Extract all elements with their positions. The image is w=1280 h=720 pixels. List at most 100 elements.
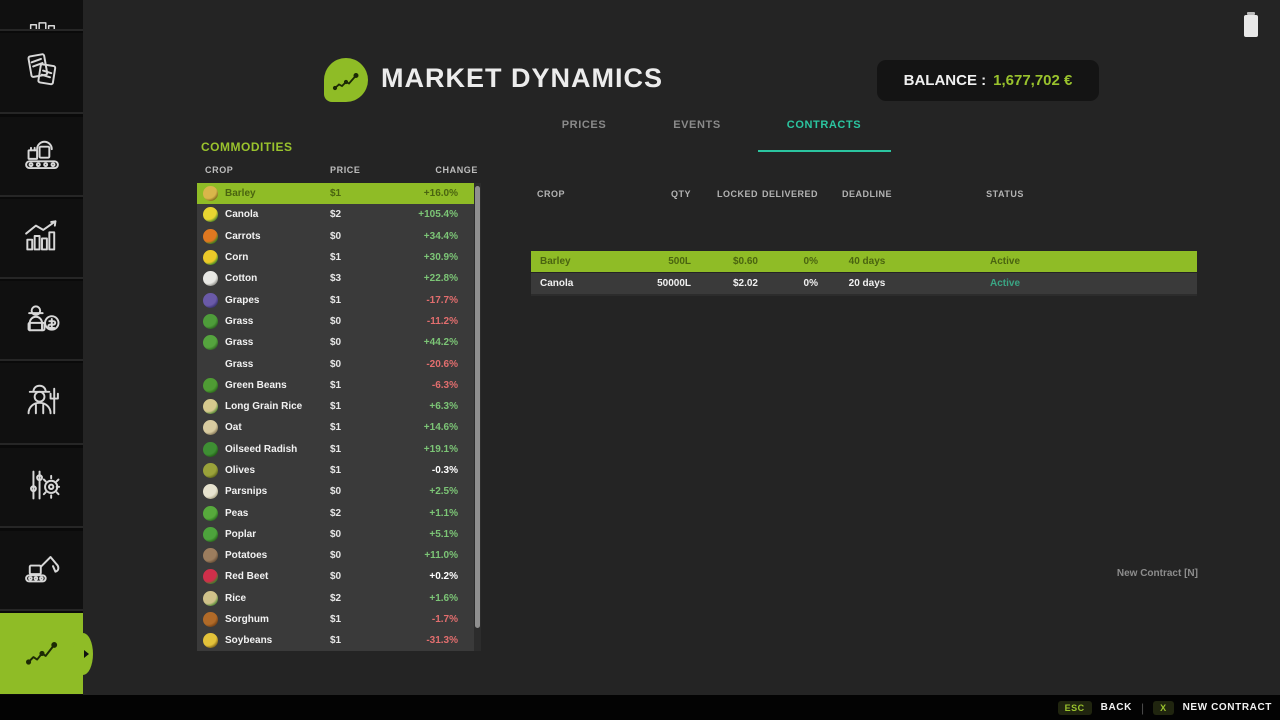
commodity-row[interactable]: Oat $1 +14.6% <box>197 417 481 438</box>
commodity-row[interactable]: Grass $0 -20.6% <box>197 353 481 374</box>
commodity-name: Poplar <box>225 528 257 540</box>
commodity-change: +105.4% <box>418 209 458 221</box>
new-contract-hint: New Contract [N] <box>1116 568 1198 579</box>
commodity-price: $1 <box>330 465 342 476</box>
commodity-name: Peas <box>225 507 249 519</box>
commodity-row[interactable]: Peas $2 +1.1% <box>197 502 481 523</box>
commodity-row[interactable]: Poplar $0 +5.1% <box>197 524 481 545</box>
commodity-row[interactable]: Long Grain Rice $1 +6.3% <box>197 396 481 417</box>
commodity-price: $1 <box>330 294 342 306</box>
commodity-name: Oilseed Radish <box>225 443 298 455</box>
bottom-bar-divider: | <box>1140 700 1145 715</box>
commodity-change: +2.5% <box>429 486 458 498</box>
new-contract-label: NEW CONTRACT <box>1182 702 1272 713</box>
commodity-change: -1.7% <box>431 614 458 626</box>
commodity-row[interactable]: Grass $0 -11.2% <box>197 311 481 332</box>
sidebar-item-documents[interactable] <box>0 33 83 114</box>
buildings-icon <box>25 0 59 29</box>
sidebar-item-farmer[interactable] <box>0 363 83 445</box>
commodity-price: $0 <box>330 486 342 498</box>
commodity-name: Cotton <box>225 273 258 285</box>
commodities-section-title: COMMODITIES <box>201 140 293 154</box>
active-tab-underline <box>758 150 891 152</box>
sidebar-item-settings[interactable] <box>0 448 83 528</box>
commodity-name: Rice <box>225 592 247 604</box>
commodity-change: +44.2% <box>423 337 458 349</box>
carrot-icon <box>203 228 218 244</box>
commodity-change: +16.0% <box>423 188 458 200</box>
commodity-name: Corn <box>225 252 249 264</box>
commodity-price: $2 <box>330 592 342 604</box>
commodity-change: -31.3% <box>426 635 458 647</box>
excavator-icon <box>20 546 64 595</box>
rice-icon <box>203 590 218 606</box>
tab-prices[interactable]: PRICES <box>561 119 607 131</box>
back-button[interactable]: ESC BACK <box>1057 700 1132 715</box>
commodity-name: Barley <box>225 188 256 200</box>
commodity-row[interactable]: Oilseed Radish $1 +19.1% <box>197 439 481 460</box>
commodity-row[interactable]: Green Beans $1 -6.3% <box>197 375 481 396</box>
commodity-row[interactable]: Soybeans $1 -31.3% <box>197 630 481 651</box>
commodity-change: -0.3% <box>431 465 458 476</box>
contract-status: Active <box>989 277 1020 289</box>
commodity-name: Canola <box>225 209 259 221</box>
sidebar-item-production[interactable] <box>0 117 83 197</box>
no-icon <box>203 357 218 372</box>
commodity-price: $1 <box>330 188 342 200</box>
commodity-row[interactable]: Parsnips $0 +2.5% <box>197 481 481 502</box>
grass-icon <box>203 313 218 329</box>
scrollbar-thumb[interactable] <box>475 186 480 628</box>
commodity-price: $0 <box>330 337 342 349</box>
commodity-name: Potatoes <box>225 550 268 562</box>
contract-crop: Barley <box>540 256 571 267</box>
commodity-price: $1 <box>330 614 342 626</box>
commodity-row[interactable]: Canola $2 +105.4% <box>197 204 481 225</box>
sidebar-item-statistics[interactable] <box>0 199 83 279</box>
contract-deadline: 40 days <box>848 256 886 267</box>
sidebar-item-top-partial[interactable] <box>0 0 83 31</box>
commodity-row[interactable]: Rice $2 +1.6% <box>197 588 481 609</box>
commodity-row[interactable]: Carrots $0 +34.4% <box>197 226 481 247</box>
commodity-row[interactable]: Grass $0 +44.2% <box>197 332 481 353</box>
commodity-change: +1.1% <box>429 507 458 519</box>
contracts-column-headers: CROP QTY LOCKED DELIVERED DEADLINE STATU… <box>531 189 1197 201</box>
barley-icon <box>203 186 218 202</box>
commodity-change: -17.7% <box>426 294 458 306</box>
column-header-qty: QTY <box>670 189 691 199</box>
commodity-row[interactable]: Red Beet $0 +0.2% <box>197 566 481 587</box>
commodity-row[interactable]: Barley $1 +16.0% <box>197 183 481 205</box>
farmer-icon <box>20 379 64 428</box>
contract-row[interactable]: Barley 500L $0.60 0% 40 days Active <box>531 251 1197 272</box>
soybeans-icon <box>203 633 218 649</box>
grapes-icon <box>203 292 218 308</box>
commodity-name: Oat <box>225 422 242 434</box>
sidebar-item-market-dynamics[interactable] <box>0 613 93 694</box>
commodity-row[interactable]: Potatoes $0 +11.0% <box>197 545 481 566</box>
contract-deadline: 20 days <box>848 277 886 289</box>
market-trend-icon <box>20 629 64 678</box>
tab-contracts[interactable]: CONTRACTS <box>786 119 862 131</box>
commodity-price: $2 <box>330 507 342 519</box>
settings-gear-icon <box>20 463 64 512</box>
contract-row[interactable]: Canola 50000L $2.02 0% 20 days Active <box>531 272 1197 294</box>
commodity-change: +5.1% <box>429 528 458 540</box>
potato-icon <box>203 548 218 564</box>
commodity-row[interactable]: Sorghum $1 -1.7% <box>197 609 481 630</box>
new-contract-button[interactable]: X NEW CONTRACT <box>1153 700 1272 715</box>
commodity-row[interactable]: Olives $1 -0.3% <box>197 460 481 481</box>
sidebar-item-economy[interactable] <box>0 281 83 361</box>
tab-events[interactable]: EVENTS <box>673 119 721 131</box>
commodity-row[interactable]: Grapes $1 -17.7% <box>197 289 481 310</box>
red-beet-icon <box>203 569 218 585</box>
commodity-change: -20.6% <box>426 358 458 370</box>
green-beans-icon <box>203 377 218 393</box>
commodity-price: $0 <box>330 358 342 370</box>
commodity-row[interactable]: Cotton $3 +22.8% <box>197 268 481 289</box>
oilseed-radish-icon <box>203 441 218 457</box>
commodity-row[interactable]: Corn $1 +30.9% <box>197 247 481 268</box>
commodity-change: +14.6% <box>423 422 458 434</box>
sidebar-item-construction[interactable] <box>0 531 83 611</box>
oat-icon <box>203 420 218 436</box>
contract-status: Active <box>989 256 1020 267</box>
